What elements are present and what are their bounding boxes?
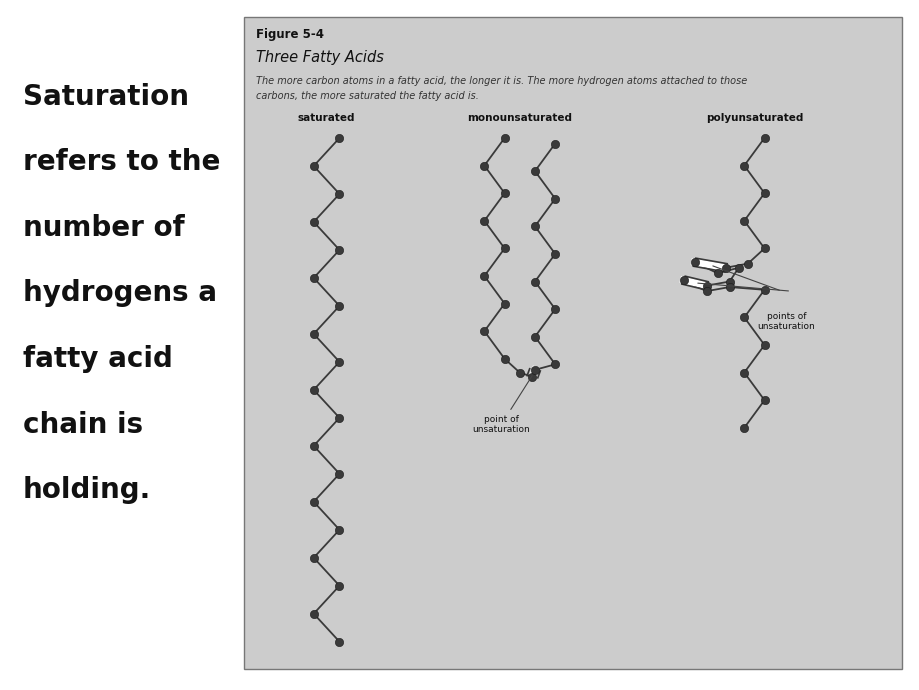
- Text: Figure 5-4: Figure 5-4: [255, 28, 323, 41]
- Bar: [244, 17, 901, 669]
- Text: refers to the: refers to the: [23, 148, 221, 177]
- Text: hydrogens a: hydrogens a: [23, 279, 217, 308]
- Text: Saturation: Saturation: [23, 83, 188, 111]
- Text: monounsaturated: monounsaturated: [467, 113, 572, 123]
- Text: carbons, the more saturated the fatty acid is.: carbons, the more saturated the fatty ac…: [255, 91, 478, 101]
- Text: number of: number of: [23, 214, 185, 242]
- Text: saturated: saturated: [298, 113, 355, 123]
- Text: Three Fatty Acids: Three Fatty Acids: [255, 50, 383, 66]
- Text: fatty acid: fatty acid: [23, 345, 173, 373]
- Text: polyunsaturated: polyunsaturated: [705, 113, 802, 123]
- Text: holding.: holding.: [23, 476, 151, 504]
- Text: The more carbon atoms in a fatty acid, the longer it is. The more hydrogen atoms: The more carbon atoms in a fatty acid, t…: [255, 76, 746, 86]
- Text: chain is: chain is: [23, 411, 143, 439]
- Text: points of
unsaturation: points of unsaturation: [757, 312, 814, 331]
- Text: point of
unsaturation: point of unsaturation: [472, 375, 532, 434]
